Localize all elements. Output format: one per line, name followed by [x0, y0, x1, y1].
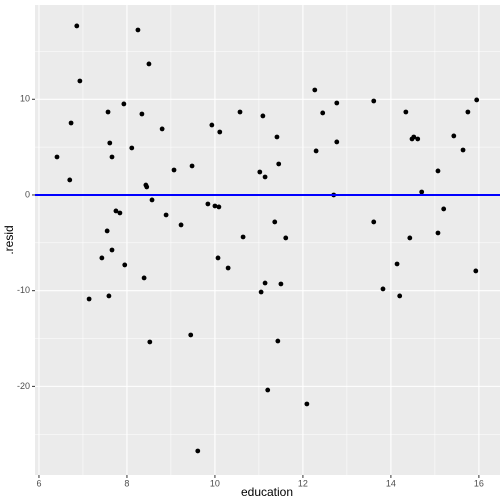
point	[104, 228, 110, 234]
y-tick-label: -10	[17, 285, 30, 295]
point	[129, 145, 135, 151]
point	[276, 161, 282, 167]
point	[403, 109, 409, 115]
point	[149, 197, 155, 203]
point	[465, 109, 471, 115]
point	[407, 235, 413, 241]
point	[215, 255, 221, 261]
panel	[35, 5, 500, 475]
point	[283, 235, 289, 241]
point	[99, 255, 105, 261]
point	[334, 100, 340, 106]
point	[68, 120, 74, 126]
x-tick-label: 8	[124, 478, 129, 488]
point	[159, 126, 165, 132]
y-tick-label: -20	[17, 381, 30, 391]
point	[274, 134, 280, 140]
point	[113, 208, 119, 214]
point	[117, 210, 123, 216]
point	[441, 206, 447, 212]
point	[121, 101, 127, 107]
point	[139, 111, 145, 117]
point	[320, 110, 326, 116]
point	[473, 268, 479, 274]
point	[411, 134, 417, 140]
point	[312, 87, 318, 93]
point	[262, 174, 268, 180]
point	[380, 286, 386, 292]
point	[67, 177, 73, 183]
point	[371, 98, 377, 104]
point	[122, 262, 128, 268]
point	[415, 136, 421, 142]
point	[394, 261, 400, 267]
x-tick-label: 16	[474, 478, 484, 488]
point	[217, 129, 223, 135]
point	[334, 139, 340, 145]
point	[77, 78, 83, 84]
x-axis-title: education	[241, 485, 293, 499]
x-tick-label: 6	[36, 478, 41, 488]
point	[216, 204, 222, 210]
point	[86, 296, 92, 302]
point	[141, 275, 147, 281]
point	[451, 133, 457, 139]
point	[435, 230, 441, 236]
point	[135, 27, 141, 33]
point	[188, 332, 194, 338]
point	[419, 189, 425, 195]
point	[304, 401, 310, 407]
y-tick-label: 10	[20, 94, 30, 104]
x-tick-label: 14	[386, 478, 396, 488]
point	[258, 289, 264, 295]
point	[257, 169, 263, 175]
point	[105, 109, 111, 115]
point	[237, 109, 243, 115]
point	[474, 97, 480, 103]
point	[147, 339, 153, 345]
point	[460, 147, 466, 153]
point	[275, 338, 281, 344]
point	[212, 203, 218, 209]
point	[109, 247, 115, 253]
point	[260, 113, 266, 119]
point	[144, 184, 150, 190]
point	[265, 387, 271, 393]
point	[371, 219, 377, 225]
point	[205, 201, 211, 207]
y-axis-title: .resid	[2, 225, 16, 254]
point	[189, 163, 195, 169]
point	[195, 448, 201, 454]
point	[106, 293, 112, 299]
point	[109, 154, 115, 160]
point	[209, 122, 215, 128]
x-tick-label: 10	[210, 478, 220, 488]
point	[178, 222, 184, 228]
point	[163, 212, 169, 218]
point	[225, 265, 231, 271]
point	[146, 61, 152, 67]
point	[435, 168, 441, 174]
point	[262, 280, 268, 286]
point	[107, 140, 113, 146]
x-tick-label: 12	[298, 478, 308, 488]
point	[240, 234, 246, 240]
point	[313, 148, 319, 154]
point	[278, 281, 284, 287]
point	[272, 219, 278, 225]
y-tick-label: 0	[25, 189, 30, 199]
point	[54, 154, 60, 160]
point	[171, 167, 177, 173]
point	[397, 293, 403, 299]
point	[74, 23, 80, 29]
